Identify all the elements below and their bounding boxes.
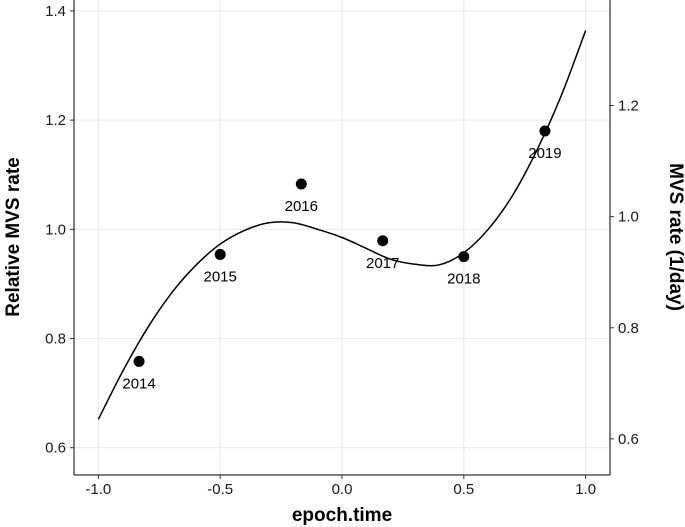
y2-axis-title: MVS rate (1/day) bbox=[665, 163, 685, 311]
fit-curve-layer bbox=[97, 30, 587, 420]
y2-tick-label: 1.2 bbox=[618, 98, 639, 115]
y-axis-title: Relative MVS rate bbox=[3, 157, 24, 316]
x-tick-label: -0.5 bbox=[207, 481, 233, 498]
bottom-tick-labels: -1.0 -0.5 0.0 0.5 1.0 bbox=[85, 475, 596, 498]
data-point bbox=[377, 235, 389, 247]
data-point bbox=[295, 178, 307, 190]
x-axis-title: epoch.time bbox=[292, 505, 392, 526]
y2-tick-label: 0.8 bbox=[618, 320, 639, 337]
y2-tick-label: 0.6 bbox=[618, 431, 639, 448]
point-label: 2015 bbox=[203, 268, 236, 285]
left-tick-labels: 0.6 0.8 1.0 1.2 1.4 bbox=[45, 3, 74, 457]
point-label: 2018 bbox=[447, 271, 480, 288]
x-tick-label: 1.0 bbox=[575, 481, 596, 498]
x-tick-label: 0.0 bbox=[332, 481, 353, 498]
point-label: 2016 bbox=[285, 198, 318, 215]
data-point bbox=[539, 125, 551, 137]
data-point bbox=[458, 251, 470, 263]
y-tick-label: 1.2 bbox=[45, 112, 66, 129]
fit-curve bbox=[97, 30, 587, 420]
point-label: 2019 bbox=[528, 145, 561, 162]
y-tick-label: 0.8 bbox=[45, 331, 66, 348]
x-tick-label: 0.5 bbox=[453, 481, 474, 498]
x-tick-label: -1.0 bbox=[85, 481, 111, 498]
y2-tick-label: 1.0 bbox=[618, 209, 639, 226]
point-label: 2014 bbox=[122, 375, 155, 392]
y-tick-label: 0.6 bbox=[45, 440, 66, 457]
data-point bbox=[133, 355, 145, 367]
y-tick-label: 1.0 bbox=[45, 221, 66, 238]
y-tick-label: 1.4 bbox=[45, 3, 66, 20]
point-label: 2017 bbox=[366, 255, 399, 272]
right-tick-labels: 0.6 0.8 1.0 1.2 bbox=[610, 98, 639, 448]
points-layer: 2014 2015 2016 2017 2018 2019 bbox=[122, 125, 562, 392]
data-point bbox=[214, 248, 226, 260]
